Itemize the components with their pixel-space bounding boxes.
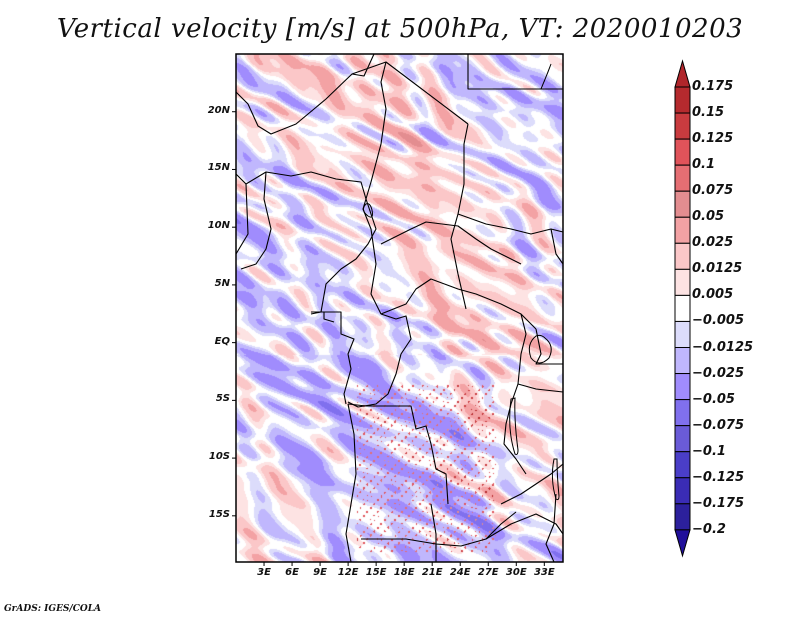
y-tick-label: 10N [207,220,230,232]
colorbar-level-label: −0.005 [692,313,745,329]
border-mozambique [545,493,557,563]
colorbar-swatch [674,112,691,140]
colorbar-swatch [674,164,691,192]
x-tick-label: 18E [393,567,415,578]
map-border-frame [235,53,564,563]
border-congo-drc [347,313,412,408]
border-chad-libya [362,61,387,315]
country-borders [235,53,564,563]
border-zambia-zimbabwe [485,513,564,540]
colorbar-swatch [674,86,691,114]
colorbar-swatch [674,451,691,479]
colorbar-legend: 0.175 0.15 0.125 0.1 0.075 0.05 0.025 0.0125 0.0… [660,55,780,565]
colorbar-level-label: −0.025 [692,365,745,381]
x-tick-label: 33E [533,567,555,578]
colorbar-level-label: −0.0125 [692,339,754,355]
y-tick-label: 10S [208,451,230,463]
lake-victoria [528,334,552,364]
x-tick-label: 30E [505,567,527,578]
colorbar-level-label: 0.125 [692,131,734,147]
border-niger-libya-chad [351,61,469,125]
border-sudan-southsudan [457,213,564,235]
colorbar-swatch [674,138,691,166]
colorbar-swatch [674,320,691,349]
colorbar-level-label: −0.1 [692,443,726,459]
map-overlay [232,53,564,566]
border-nigeria-cameroon [310,198,377,315]
border-gabon-eqguinea [311,311,335,323]
x-tick-label: 9E [313,567,327,578]
colorbar-swatch [674,373,691,401]
x-tick-label: 27E [477,567,499,578]
colorbar-level-label: 0.025 [692,235,734,251]
axis-ticks [232,111,545,566]
y-tick-label: EQ [214,335,230,347]
border-angola-zambia [430,503,517,547]
map-panel [232,53,564,566]
x-tick-label: 24E [449,567,471,578]
colorbar-level-label: −0.175 [692,495,745,511]
colorbar-swatch [674,190,691,218]
colorbar-level-label: 0.1 [692,157,716,173]
border-angola-namibia [361,538,437,549]
border-niger-nigeria [235,171,367,200]
colorbar-swatch [674,347,691,375]
border-angola-drc [347,403,449,505]
border-zambia-malawi [500,463,564,505]
colorbar-level-label: −0.2 [692,521,726,537]
border-drc-east [503,313,527,475]
border-car-south [380,278,537,330]
colorbar-swatch [674,399,691,427]
colorbar-level-label: 0.0125 [692,261,743,277]
colorbar-level-label: 0.175 [692,79,734,94]
y-tick-label: 5S [215,393,230,405]
colorbar-swatch [674,294,691,322]
colorbar-swatch [674,503,691,531]
lake-chad [362,203,373,218]
border-car-north [380,221,522,265]
x-tick-label: 6E [285,567,299,578]
lake-malawi [551,458,560,501]
colorbar-level-label: −0.075 [692,417,745,433]
colorbar-level-label: 0.05 [692,209,725,225]
colorbar-level-label: −0.125 [692,469,745,485]
border-algeria-niger [235,53,375,135]
border-congo-gabon [311,311,355,405]
y-tick-label: 20N [207,104,230,116]
colorbar-level-label: 0.075 [692,183,734,199]
colorbar-level-label: 0.15 [692,105,725,121]
border-benin-nigeria [240,171,272,270]
colorbar-swatch [674,268,691,296]
x-tick-label: 15E [365,567,387,578]
border-egypt-sudan [467,54,563,90]
x-tick-label: 12E [337,567,359,578]
colorbar-swatch [674,477,691,505]
border-ethiopia [550,228,564,265]
colorbar-swatch [674,216,691,244]
border-tanzania [517,383,564,393]
lake-tanganyika [509,397,519,455]
y-tick-label: 5N [214,277,230,289]
y-tick-label: 15N [207,162,230,174]
colorbar-min-arrow [674,529,691,558]
y-tick-label: 15S [208,508,230,520]
lakes [362,63,560,501]
x-tick-label: 21E [421,567,443,578]
x-tick-label: 3E [257,567,271,578]
colorbar-swatch [674,425,691,453]
colorbar-level-label: 0.005 [692,287,734,303]
colorbar-swatches [674,59,691,558]
border-togo [235,183,249,255]
border-angola-west [345,403,357,563]
colorbar-swatch [674,242,691,270]
colorbar-level-label: −0.05 [692,391,735,407]
border-uganda-kenya [535,328,563,365]
red-sea-coast [540,63,552,90]
colorbar-max-arrow [674,59,691,88]
plot-title: Vertical velocity [m/s] at 500hPa, VT: 2… [56,14,744,44]
grads-credit: GrADS: IGES/COLA [4,604,102,614]
